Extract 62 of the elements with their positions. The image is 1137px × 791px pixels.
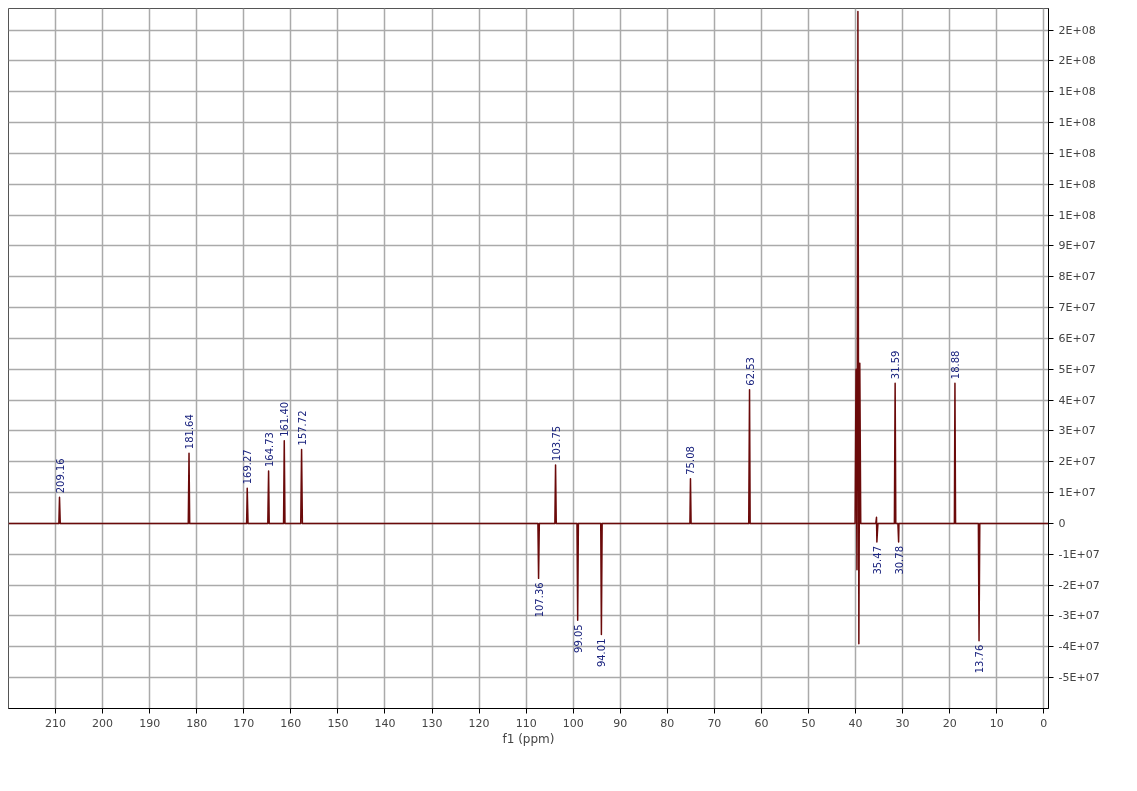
annotation: 99.05	[572, 624, 584, 653]
y-tick-label: -2E+07	[1058, 578, 1100, 592]
x-tick-label: 170	[233, 716, 255, 730]
annotation: 75.08	[685, 446, 697, 475]
x-tick-label: 50	[801, 716, 816, 730]
annotation: 103.75	[550, 425, 562, 461]
x-tick-label: 150	[327, 716, 349, 730]
annotation: 209.16	[54, 458, 66, 494]
y-tick-label: 2E+07	[1058, 455, 1096, 469]
x-tick-label: 40	[848, 716, 863, 730]
annotation: 35.47	[871, 545, 883, 575]
x-tick-label: 70	[707, 716, 722, 730]
y-tick-label: -5E+07	[1058, 671, 1100, 685]
y-tick-label: -4E+07	[1058, 640, 1100, 654]
annotation: 94.01	[596, 638, 608, 668]
annotation: 164.73	[263, 432, 275, 468]
annotation: 161.40	[279, 401, 291, 437]
x-tick-label: 180	[186, 716, 208, 730]
y-tick-label: 3E+07	[1058, 424, 1096, 438]
y-tick-label: 6E+07	[1058, 331, 1096, 345]
x-tick-label: 110	[515, 716, 537, 730]
annotation: 169.27	[242, 449, 254, 485]
y-tick-label: 1E+08	[1058, 146, 1096, 160]
y-tick-label: 1E+08	[1058, 85, 1096, 99]
annotation: 107.36	[533, 582, 545, 618]
y-tick-label: 2E+08	[1058, 23, 1096, 37]
annotation: 30.78	[893, 545, 905, 575]
x-tick-label: 20	[942, 716, 957, 730]
y-tick-label: -3E+07	[1058, 609, 1100, 623]
y-tick-label: 0	[1058, 516, 1066, 530]
x-tick-label: 10	[989, 716, 1004, 730]
x-tick-label: 80	[660, 716, 675, 730]
x-tick-label: 160	[280, 716, 302, 730]
x-tick-label: 130	[421, 716, 443, 730]
annotation: 13.76	[974, 644, 986, 674]
x-tick-label: 60	[754, 716, 769, 730]
y-tick-label: 4E+07	[1058, 393, 1096, 407]
x-axis-title: f1 (ppm)	[502, 731, 555, 746]
x-tick-label: 190	[139, 716, 161, 730]
x-tick-label: 90	[613, 716, 628, 730]
y-tick-label: -1E+07	[1058, 547, 1100, 561]
y-tick-label: 1E+08	[1058, 116, 1096, 130]
x-tick-label: 100	[562, 716, 584, 730]
y-tick-label: 9E+07	[1058, 239, 1096, 253]
y-tick-label: 7E+07	[1058, 301, 1096, 315]
annotation: 157.72	[296, 410, 308, 446]
annotation: 62.53	[744, 357, 756, 386]
y-tick-label: 8E+07	[1058, 270, 1096, 284]
x-tick-label: 0	[1040, 716, 1048, 730]
annotation: 31.59	[890, 350, 902, 380]
annotation: 18.88	[949, 350, 961, 380]
x-tick-label: 120	[468, 716, 490, 730]
x-tick-label: 30	[895, 716, 910, 730]
y-tick-label: 5E+07	[1058, 362, 1096, 376]
x-tick-label: 140	[374, 716, 396, 730]
y-tick-label: 2E+08	[1058, 54, 1096, 68]
y-tick-label: 1E+08	[1058, 177, 1096, 191]
y-tick-label: 1E+08	[1058, 208, 1096, 222]
annotation: 181.64	[184, 414, 196, 450]
y-tick-label: 1E+07	[1058, 486, 1096, 500]
x-tick-label: 200	[92, 716, 114, 730]
x-tick-label: 210	[45, 716, 67, 730]
